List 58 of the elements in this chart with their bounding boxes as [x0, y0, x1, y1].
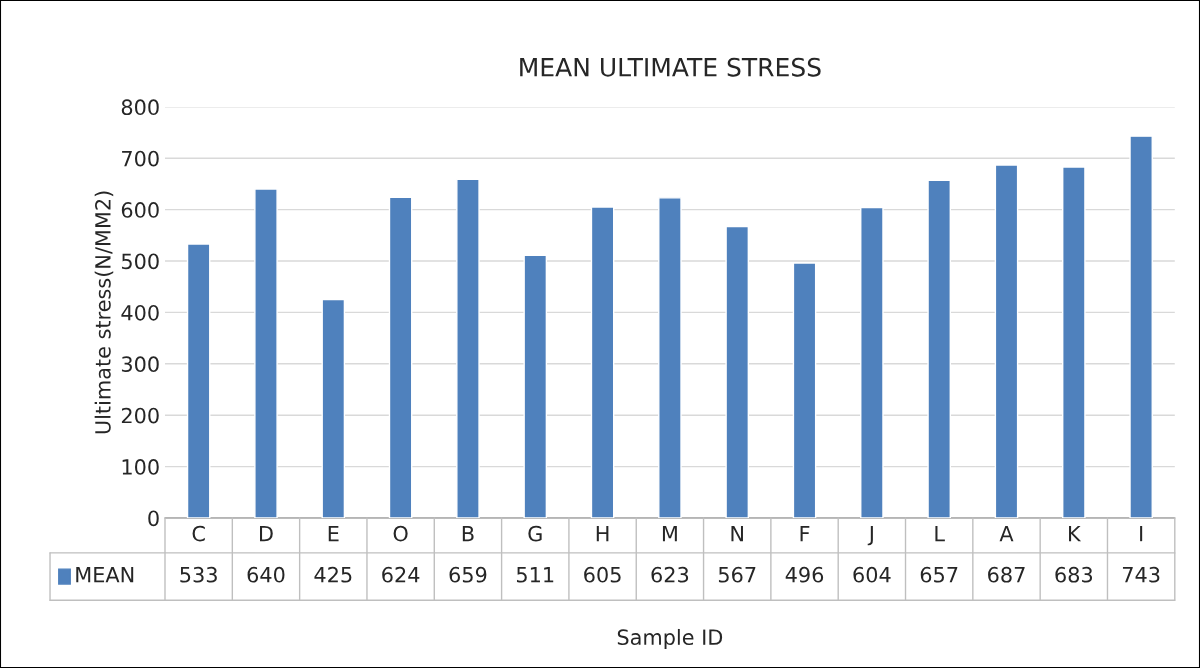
x-tick-label: O — [393, 525, 408, 542]
x-tick-label: L — [935, 526, 945, 542]
bar — [590, 206, 615, 518]
data-label: 624 — [382, 566, 420, 583]
x-tick-label: M — [662, 526, 677, 542]
chart-title: MEAN ULTIMATE STRESS — [520, 57, 821, 77]
bar — [321, 298, 346, 518]
y-tick-label: 100 — [122, 459, 159, 475]
y-tick-label: 500 — [121, 253, 159, 270]
x-tick-label: K — [1069, 526, 1082, 542]
bar — [186, 243, 211, 518]
x-axis-title: Sample ID — [617, 628, 723, 650]
data-label: 605 — [584, 566, 621, 583]
bar — [860, 206, 884, 518]
bar — [725, 225, 750, 518]
x-tick-label: A — [999, 526, 1014, 542]
bar — [523, 254, 548, 518]
y-axis-title: Ultimate stress(N/MM2) — [94, 191, 114, 434]
x-tick-label: E — [328, 526, 339, 542]
y-tick-label: 700 — [122, 150, 159, 167]
data-label: 657 — [920, 566, 958, 583]
legend-label: MEAN — [76, 567, 134, 583]
data-label: 659 — [449, 566, 487, 583]
x-tick-label: C — [192, 525, 205, 542]
y-tick-label: 200 — [121, 407, 159, 424]
bar — [792, 262, 817, 518]
data-label: 743 — [1122, 566, 1160, 583]
y-tick-label: 400 — [121, 304, 159, 321]
bar — [927, 179, 951, 518]
x-tick-label: I — [1140, 526, 1143, 542]
data-label: 604 — [853, 566, 891, 583]
data-label: 496 — [785, 566, 824, 583]
data-label: 623 — [651, 566, 689, 583]
x-tick-label: N — [731, 526, 743, 542]
bar — [994, 164, 1019, 518]
data-label: 511 — [516, 567, 554, 583]
bar — [456, 178, 480, 518]
data-label: 640 — [247, 566, 285, 583]
bar — [388, 196, 413, 518]
data-label: 425 — [314, 566, 352, 583]
x-tick-label: G — [528, 525, 542, 542]
bar — [1129, 135, 1153, 518]
x-tick-label: H — [596, 526, 609, 542]
y-tick-label: 800 — [121, 99, 159, 116]
data-label: 567 — [718, 566, 756, 583]
x-tick-label: D — [260, 526, 273, 542]
bar — [658, 197, 682, 518]
bar — [254, 188, 278, 518]
data-label: 683 — [1055, 566, 1093, 583]
y-tick-label: 300 — [121, 356, 159, 373]
bar — [1062, 166, 1086, 518]
x-tick-label: B — [462, 526, 474, 542]
y-tick-label: 600 — [121, 202, 159, 218]
x-tick-label: J — [867, 526, 873, 546]
x-tick-label: F — [800, 526, 810, 542]
data-label: 533 — [180, 566, 217, 583]
data-label: 687 — [988, 566, 1025, 583]
y-tick-label: 0 — [148, 510, 159, 527]
